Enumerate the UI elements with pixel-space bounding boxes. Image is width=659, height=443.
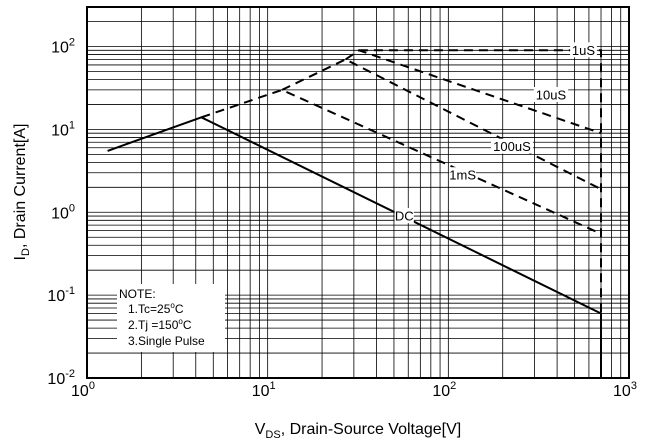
- series-label-bg: [449, 167, 477, 183]
- y-tick-label: 100: [51, 202, 75, 222]
- series-line-100us: [281, 58, 602, 191]
- x-axis-title: VDS, Drain-Source Voltage[V]: [255, 421, 462, 441]
- note-line: NOTE:: [119, 287, 156, 301]
- series-label-100us: 100uS: [493, 139, 531, 154]
- note-line: 3.Single Pulse: [128, 334, 205, 348]
- series-label-bg: [533, 87, 569, 103]
- y-tick-label: 10-1: [47, 285, 75, 305]
- series-labels-layer: DC 1mS 100uS 10uS 1uS: [394, 42, 597, 224]
- y-tick-label: 102: [51, 37, 75, 57]
- x-tick-label: 100: [71, 380, 95, 400]
- x-tick-label: 102: [432, 380, 456, 400]
- series-label-bg: [394, 208, 414, 224]
- x-tick-label: 103: [613, 380, 637, 400]
- note-line: 2.Tj =150oC: [128, 317, 192, 332]
- grid-lines: [87, 7, 629, 378]
- series-label-bg: [570, 42, 597, 58]
- series-label-bg: [490, 138, 533, 154]
- series-line-1ms: [201, 88, 602, 235]
- series-label-dc: DC: [395, 209, 414, 224]
- y-tick-label: 10-2: [47, 368, 75, 388]
- x-tick-label: 101: [252, 380, 276, 400]
- tick-labels: 100 101 102 103 10-2 10-1 100 101 102: [47, 37, 637, 400]
- series-label-1us: 1uS: [572, 43, 595, 58]
- note-box: [117, 284, 225, 352]
- series-label-10us: 10uS: [536, 88, 567, 103]
- series-line-1us: [358, 49, 602, 378]
- y-axis-title: ID, Drain Current[A]: [12, 124, 32, 261]
- plot-frame: [86, 6, 630, 379]
- series-label-1ms: 1mS: [449, 168, 476, 183]
- note-line: 1.Tc=25oC: [128, 301, 184, 316]
- y-tick-label: 101: [51, 119, 75, 139]
